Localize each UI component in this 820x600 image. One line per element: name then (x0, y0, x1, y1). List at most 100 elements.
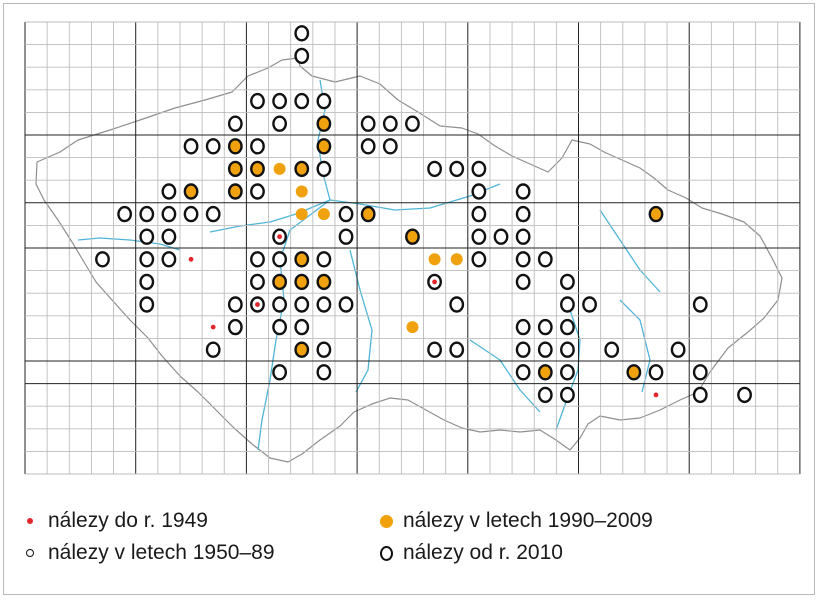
record-ring (316, 160, 332, 178)
record-ring (582, 296, 597, 313)
record-ring (560, 273, 575, 291)
ring-marker (294, 160, 310, 178)
ring-marker (338, 205, 354, 223)
ring-marker (227, 160, 243, 178)
red-dot-marker (277, 234, 283, 240)
ring-marker (316, 251, 332, 268)
ring-marker (515, 273, 531, 291)
record-markers (95, 25, 752, 404)
record-ring_orange (626, 364, 642, 381)
ring-marker (537, 386, 553, 404)
ring-marker (560, 341, 575, 358)
ring-marker (338, 296, 354, 313)
ring-marker (117, 205, 133, 223)
red-dot-marker (653, 392, 659, 398)
record-ring_orange (227, 138, 243, 155)
record-ring (560, 364, 575, 381)
ring-marker (272, 251, 288, 268)
river-10 (469, 339, 541, 413)
ring-marker (161, 251, 177, 268)
orange-dot-marker (295, 208, 308, 221)
ring-marker (692, 296, 708, 313)
record-ring (161, 228, 177, 245)
ring-marker (294, 273, 310, 291)
record-ring (560, 296, 575, 313)
record-ring (250, 273, 265, 291)
record-ring (117, 205, 133, 223)
ring-marker (537, 318, 553, 336)
ring-marker (382, 138, 398, 155)
ring-marker (515, 251, 531, 268)
ring-marker (139, 205, 155, 223)
record-ring (449, 160, 465, 178)
record-ring_orange (360, 205, 376, 223)
ring-marker (604, 341, 620, 358)
record-ring (405, 115, 420, 132)
ring-marker (449, 341, 465, 358)
ring-marker (560, 296, 575, 313)
ring-marker (360, 138, 376, 155)
ring-marker (161, 205, 177, 223)
record-ring (227, 296, 243, 313)
ring-marker (183, 205, 199, 223)
ring-marker (382, 115, 398, 132)
ring-marker (272, 318, 288, 336)
ring-marker (272, 364, 288, 381)
ring-marker (316, 296, 332, 313)
ring-marker (227, 296, 243, 313)
ring-marker (250, 273, 265, 291)
record-ring (449, 296, 465, 313)
record-ring (161, 205, 177, 223)
river-6 (349, 249, 373, 393)
record-ring (692, 364, 708, 381)
ring-marker (471, 251, 487, 268)
record-ring_orange (316, 115, 332, 132)
ring-marker (161, 228, 177, 245)
record-ring (515, 183, 531, 200)
record-ring (604, 341, 620, 358)
record-ring (471, 183, 487, 200)
orange-dot-marker (428, 253, 441, 266)
red-dot-marker (210, 324, 216, 330)
record-ring (139, 228, 155, 245)
ring-marker (471, 160, 487, 178)
ring-marker (493, 228, 509, 245)
record-ring (493, 228, 509, 245)
record-ring (338, 228, 354, 245)
ring-marker (648, 364, 664, 381)
record-ring (360, 138, 376, 155)
record-ring (515, 318, 531, 336)
record-ring (515, 341, 531, 358)
ring-marker (139, 228, 155, 245)
ring-marker (272, 92, 288, 110)
ring-marker (405, 228, 420, 245)
red-dot-marker (188, 256, 194, 262)
record-red (653, 392, 659, 398)
ring-marker (737, 386, 752, 404)
river-5 (77, 237, 181, 251)
ring-marker (449, 160, 465, 178)
orange-dot-marker (406, 321, 419, 334)
ring-marker (515, 183, 531, 200)
ring-marker (560, 364, 575, 381)
ring-marker (360, 205, 376, 223)
record-ring_orange (294, 273, 310, 291)
record-ring_orange (648, 205, 664, 223)
ring-marker (294, 92, 310, 110)
ring-marker (316, 273, 332, 291)
record-orange (295, 185, 308, 198)
ring-marker (250, 251, 265, 268)
ring-marker (205, 341, 221, 358)
red-dot-marker (255, 302, 260, 307)
ring-marker (205, 138, 221, 155)
record-ring (272, 296, 288, 313)
ring-marker (139, 251, 155, 268)
record-ring (250, 138, 265, 155)
ring-marker (316, 364, 332, 381)
record-ring (471, 160, 487, 178)
ring-marker (250, 183, 265, 200)
figure-frame (3, 3, 815, 595)
grid (24, 21, 801, 475)
record-ring_orange (316, 273, 332, 291)
